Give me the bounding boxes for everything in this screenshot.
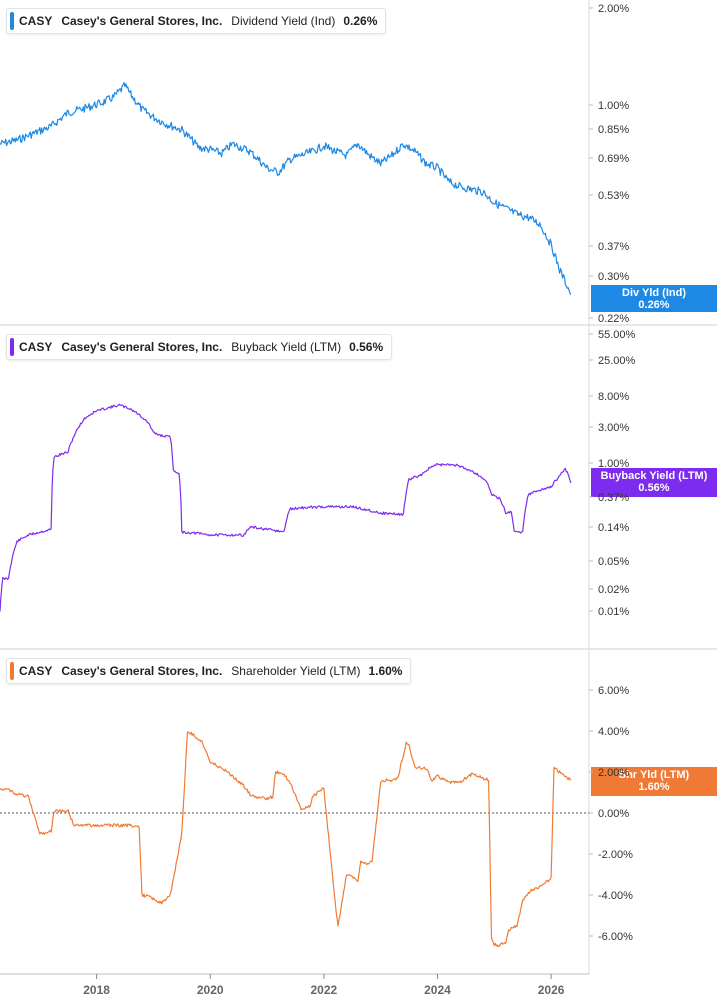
dividend-ticker: CASY bbox=[19, 14, 53, 28]
shareholder-ticker: CASY bbox=[19, 664, 53, 678]
shareholder-yield-header: CASY Casey's General Stores, Inc. Shareh… bbox=[6, 658, 412, 684]
buyback-yield-flag: Buyback Yield (LTM) 0.56% bbox=[591, 468, 717, 497]
x-tick-label: 2024 bbox=[424, 983, 451, 997]
y-tick-label: 0.01% bbox=[598, 606, 629, 618]
y-tick-label: 0.30% bbox=[598, 271, 629, 283]
y-tick-label: 1.00% bbox=[598, 100, 629, 112]
x-tick-label: 2020 bbox=[197, 983, 224, 997]
x-tick-label: 2022 bbox=[310, 983, 337, 997]
buyback-ticker: CASY bbox=[19, 340, 53, 354]
buyback-current-value: 0.56% bbox=[349, 340, 384, 354]
shareholder-yield-line bbox=[0, 731, 572, 948]
shareholder-metric: Shareholder Yield (LTM) bbox=[231, 664, 361, 678]
y-tick-label: 0.22% bbox=[598, 313, 629, 325]
dividend-company: Casey's General Stores, Inc. bbox=[61, 14, 223, 28]
y-tick-label: 3.00% bbox=[598, 422, 629, 434]
y-tick-label: -4.00% bbox=[598, 890, 633, 902]
y-tick-label: 0.69% bbox=[598, 153, 629, 165]
buyback-metric: Buyback Yield (LTM) bbox=[231, 340, 342, 354]
shareholder-current-value: 1.60% bbox=[368, 664, 403, 678]
dividend-yield-header: CASY Casey's General Stores, Inc. Divide… bbox=[6, 8, 387, 34]
buyback-yield-header: CASY Casey's General Stores, Inc. Buybac… bbox=[6, 334, 393, 360]
y-tick-label: 0.53% bbox=[598, 190, 629, 202]
shareholder-yield-color-bar bbox=[10, 662, 14, 680]
dividend-metric: Dividend Yield (Ind) bbox=[231, 14, 336, 28]
shareholder-yield-flag: Shr Yld (LTM) 1.60% bbox=[591, 767, 717, 796]
dividend-yield-flag: Div Yld (Ind) 0.26% bbox=[591, 285, 717, 312]
y-tick-label: 0.00% bbox=[598, 808, 629, 820]
y-tick-label: 0.37% bbox=[598, 492, 629, 504]
shareholder-company: Casey's General Stores, Inc. bbox=[61, 664, 223, 678]
y-tick-label: 1.00% bbox=[598, 458, 629, 470]
dividend-current-value: 0.26% bbox=[343, 14, 378, 28]
y-tick-label: 0.85% bbox=[598, 124, 629, 136]
y-tick-label: 6.00% bbox=[598, 685, 629, 697]
dividend-flag-label: Div Yld (Ind) bbox=[622, 287, 686, 299]
y-tick-label: 25.00% bbox=[598, 355, 636, 367]
y-tick-label: 8.00% bbox=[598, 391, 629, 403]
dividend-yield-color-bar bbox=[10, 12, 14, 30]
dividend-flag-value: 0.26% bbox=[638, 299, 670, 311]
y-tick-label: -2.00% bbox=[598, 849, 633, 861]
dividend-yield-line bbox=[0, 82, 572, 295]
y-tick-label: 4.00% bbox=[598, 726, 629, 738]
buyback-yield-color-bar bbox=[10, 338, 14, 356]
buyback-flag-label: Buyback Yield (LTM) bbox=[600, 470, 708, 482]
y-tick-label: 0.02% bbox=[598, 584, 629, 596]
y-tick-label: -6.00% bbox=[598, 931, 633, 943]
y-tick-label: 0.05% bbox=[598, 556, 629, 568]
shareholder-flag-value: 1.60% bbox=[638, 781, 670, 793]
y-tick-label: 2.00% bbox=[598, 3, 629, 15]
x-tick-label: 2026 bbox=[538, 983, 565, 997]
buyback-flag-value: 0.56% bbox=[638, 482, 670, 494]
y-tick-label: 0.37% bbox=[598, 241, 629, 253]
buyback-yield-line bbox=[0, 403, 572, 612]
shareholder-flag-label: Shr Yld (LTM) bbox=[618, 769, 690, 781]
x-tick-label: 2018 bbox=[83, 983, 110, 997]
y-tick-label: 0.14% bbox=[598, 522, 629, 534]
y-tick-label: 2.00% bbox=[598, 767, 629, 779]
buyback-company: Casey's General Stores, Inc. bbox=[61, 340, 223, 354]
y-tick-label: 55.00% bbox=[598, 329, 636, 341]
